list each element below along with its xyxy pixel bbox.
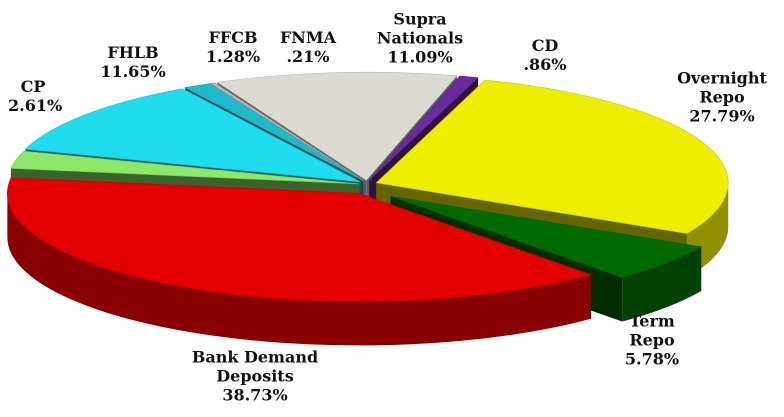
category-label: Bank Demand Deposits — [191, 347, 319, 386]
category-label: Overnight Repo — [677, 68, 767, 107]
slice-label: Term Repo 5.78% — [622, 312, 682, 369]
slice-label: FHLB 11.65% — [98, 43, 168, 81]
value-label: 27.79% — [689, 106, 755, 126]
category-label: FHLB — [107, 43, 159, 62]
value-label: 11.09% — [387, 47, 453, 67]
slice — [10, 150, 360, 185]
slice — [24, 88, 361, 183]
value-label: 38.73% — [222, 385, 288, 405]
slice — [390, 195, 703, 278]
category-label: FFCB — [208, 28, 258, 47]
value-label: 11.65% — [100, 62, 166, 81]
value-label: .21% — [286, 47, 330, 66]
category-label: CP — [20, 77, 46, 96]
slice-side — [7, 193, 591, 346]
slice — [209, 82, 364, 181]
category-label: FNMA — [279, 28, 337, 47]
slice — [375, 79, 729, 234]
category-label: Supra Nationals — [376, 9, 464, 48]
slice-label: CD .86% — [520, 36, 570, 74]
category-label: CD — [531, 36, 559, 55]
slice — [7, 177, 592, 302]
slice — [216, 71, 458, 181]
slice — [369, 75, 479, 181]
slice-label: Bank Demand Deposits 38.73% — [180, 348, 330, 405]
slice-label: FFCB 1.28% — [203, 28, 263, 66]
value-label: 2.61% — [8, 96, 63, 115]
slice-label: FNMA .21% — [273, 28, 343, 66]
slice-label: CP 2.61% — [8, 77, 63, 115]
slice-side — [622, 246, 702, 322]
value-label: 1.28% — [205, 47, 261, 66]
category-label: Term Repo — [629, 311, 675, 350]
value-label: 5.78% — [624, 349, 680, 369]
slice-label: Supra Nationals 11.09% — [365, 10, 475, 67]
value-label: .86% — [523, 55, 567, 74]
slice-label: Overnight Repo 27.79% — [672, 69, 772, 126]
